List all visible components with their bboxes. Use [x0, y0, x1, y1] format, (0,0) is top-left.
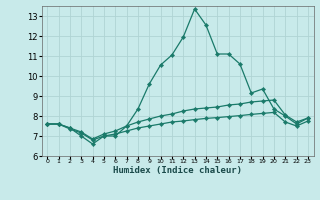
X-axis label: Humidex (Indice chaleur): Humidex (Indice chaleur): [113, 166, 242, 175]
